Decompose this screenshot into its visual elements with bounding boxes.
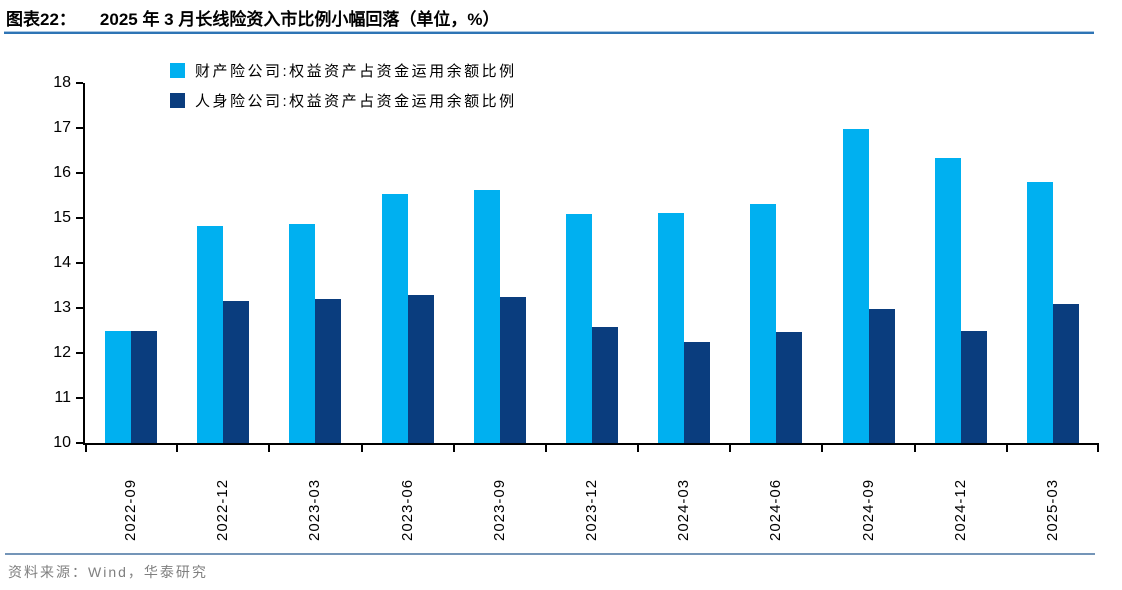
x-axis-label: 2022-12: [214, 478, 232, 541]
bar-property-insurance-2023-09: [473, 189, 500, 443]
bar-life-insurance-2024-03: [684, 342, 711, 443]
x-axis-tick-mark: [913, 445, 916, 452]
x-axis-tick-mark: [1097, 445, 1099, 452]
x-axis-tick-mark: [637, 445, 640, 452]
bar-property-insurance-2023-03: [289, 223, 316, 443]
bar-life-insurance-2024-06: [776, 331, 803, 443]
legend-label-property-insurance: 财产险公司:权益资产占资金运用余额比例: [195, 62, 517, 80]
x-axis-tick-mark: [729, 445, 732, 452]
y-axis-tick-mark: [76, 127, 83, 129]
bar-property-insurance-2024-09: [842, 129, 869, 443]
y-axis-tick-mark: [76, 397, 83, 399]
bar-property-insurance-2024-06: [750, 204, 777, 443]
y-axis-tick-label: 14: [53, 254, 71, 271]
x-axis-tick-mark: [544, 445, 547, 452]
y-axis-tick-mark: [76, 217, 83, 219]
legend: 财产险公司:权益资产占资金运用余额比例 人身险公司:权益资产占资金运用余额比例: [170, 59, 517, 119]
y-axis-tick-label: 17: [53, 119, 71, 136]
figure-title-text: 2025 年 3 月长线险资入市比例小幅回落（单位，%）: [99, 10, 500, 29]
y-axis-tick-mark: [76, 307, 83, 309]
y-axis-tick-label: 15: [53, 209, 71, 226]
x-axis-label: 2023-12: [583, 478, 600, 541]
x-axis-tick-mark: [268, 445, 271, 452]
x-axis-label: 2024-03: [675, 478, 693, 541]
x-axis-tick-mark: [360, 445, 363, 452]
x-axis-tick-mark: [85, 445, 87, 452]
y-axis-tick-label: 12: [53, 344, 71, 361]
bar-property-insurance-2022-12: [197, 225, 224, 443]
x-axis-tick-mark: [176, 445, 179, 452]
chart-title: 图表22： 2025 年 3 月长线险资入市比例小幅回落（单位，%）: [6, 5, 499, 30]
bar-life-insurance-2023-12: [592, 326, 618, 443]
bar-life-insurance-2024-09: [868, 309, 895, 443]
y-axis-tick-mark: [76, 442, 83, 444]
y-axis-tick-mark: [76, 352, 83, 354]
legend-label-life-insurance: 人身险公司:权益资产占资金运用余额比例: [195, 92, 517, 110]
bar-property-insurance-2023-06: [381, 193, 408, 443]
x-axis-label: 2022-09: [122, 478, 140, 541]
bar-property-insurance-2023-12: [566, 213, 592, 443]
bar-life-insurance-2022-09: [131, 330, 158, 443]
x-axis-label: 2023-06: [398, 478, 416, 541]
legend-swatch-light-blue: [170, 62, 185, 78]
y-axis-tick-mark: [76, 262, 83, 264]
y-axis-tick-label: 18: [53, 74, 71, 91]
source-note: 资料来源：Wind，华泰研究: [8, 564, 208, 580]
legend-item-property-insurance: 财产险公司:权益资产占资金运用余额比例: [170, 59, 517, 81]
y-axis-tick-mark: [76, 172, 83, 174]
x-axis-label: 2025-03: [1043, 478, 1061, 541]
legend-swatch-dark-blue: [170, 92, 185, 108]
title-rule: [4, 31, 1094, 34]
x-axis-label: 2024-09: [859, 478, 877, 541]
bar-life-insurance-2025-03: [1052, 304, 1079, 443]
bar-life-insurance-2023-03: [315, 299, 342, 443]
x-axis-tick-mark: [1005, 445, 1008, 452]
bar-property-insurance-2025-03: [1026, 182, 1053, 443]
bar-life-insurance-2023-06: [407, 294, 434, 443]
bar-property-insurance-2024-03: [658, 212, 685, 443]
y-axis-tick-label: 11: [54, 389, 71, 406]
y-axis-tick-label: 10: [53, 434, 71, 451]
x-axis-label: 2023-09: [490, 478, 508, 541]
y-axis-tick-label: 13: [53, 299, 71, 316]
bar-property-insurance-2022-09: [105, 330, 132, 443]
y-axis-tick-label: 16: [53, 164, 71, 181]
figure-number: 图表22：: [6, 10, 76, 29]
x-axis-tick-mark: [452, 445, 455, 452]
bar-life-insurance-2023-09: [499, 296, 526, 443]
x-axis-label: 2024-06: [767, 478, 785, 541]
plot-area: 10 11 12 13 14 15 16 17 18 2022-09 2022-12 2023-03 2…: [53, 74, 1099, 541]
bar-property-insurance-2024-12: [934, 158, 961, 443]
x-axis-label: 2023-03: [306, 478, 324, 541]
x-axis-label: 2024-12: [951, 478, 969, 541]
bar-life-insurance-2024-12: [960, 330, 987, 443]
bar-life-insurance-2022-12: [223, 301, 250, 443]
footer-rule: [5, 553, 1095, 555]
y-axis-tick-mark: [76, 82, 83, 84]
legend-item-life-insurance: 人身险公司:权益资产占资金运用余额比例: [170, 89, 517, 111]
x-axis-tick-mark: [821, 445, 824, 452]
